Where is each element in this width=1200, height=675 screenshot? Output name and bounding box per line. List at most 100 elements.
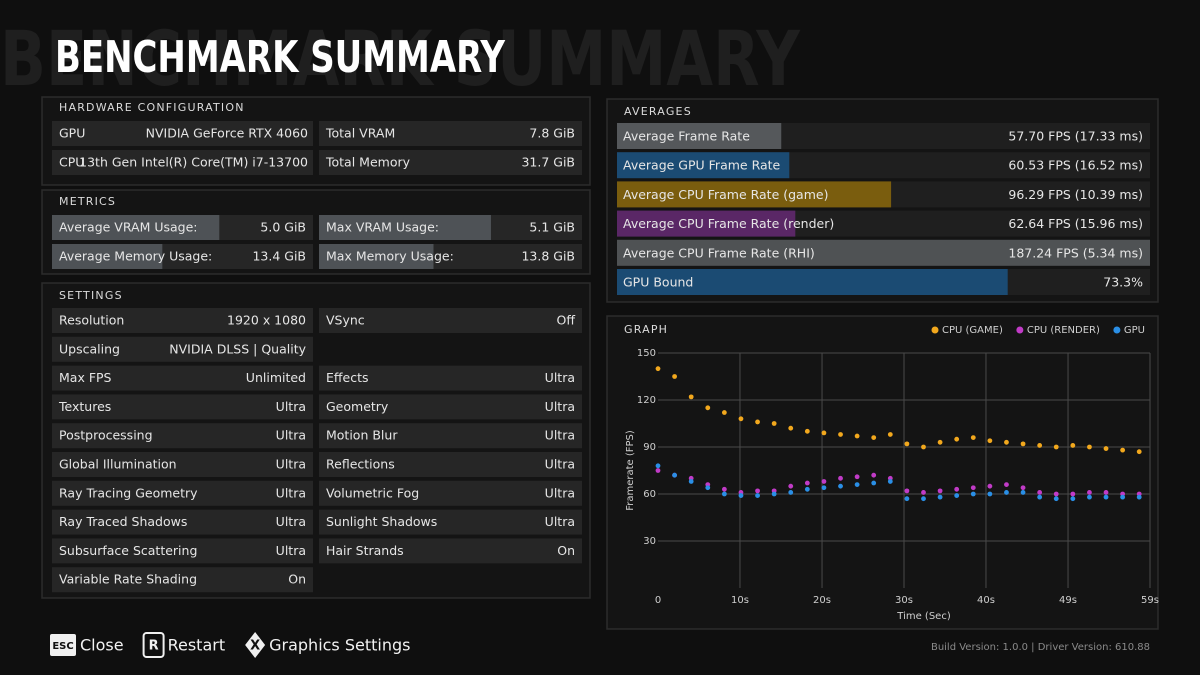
data-point bbox=[655, 468, 661, 473]
data-point bbox=[738, 493, 744, 498]
data-point bbox=[821, 485, 827, 491]
data-point bbox=[804, 480, 810, 486]
hardware-value: 13th Gen Intel(R) Core(TM) i7-13700 bbox=[79, 155, 308, 170]
average-name: GPU Bound bbox=[623, 275, 693, 290]
action-button[interactable]: Graphics Settings bbox=[269, 636, 410, 655]
setting-name: Motion Blur bbox=[326, 428, 398, 443]
data-point bbox=[1136, 494, 1142, 500]
data-point bbox=[1037, 490, 1043, 495]
average-bar bbox=[617, 210, 796, 237]
data-point bbox=[1053, 491, 1059, 497]
setting-name: Reflections bbox=[326, 457, 395, 472]
data-point bbox=[887, 432, 893, 437]
action-button[interactable]: Close bbox=[80, 636, 124, 655]
x-tick-label: 49s bbox=[1059, 595, 1077, 606]
setting-value: On bbox=[288, 572, 306, 587]
legend-label: CPU (RENDER) bbox=[1027, 325, 1100, 336]
data-point bbox=[1120, 447, 1126, 453]
legend-marker bbox=[1016, 326, 1024, 334]
setting-name: Effects bbox=[326, 370, 369, 385]
data-point bbox=[937, 439, 943, 445]
average-bar bbox=[617, 123, 782, 149]
data-point bbox=[1103, 494, 1109, 500]
key-label: ESC bbox=[52, 641, 73, 652]
metric-bar bbox=[319, 244, 434, 269]
legend-marker bbox=[1113, 326, 1121, 334]
setting-name: Geometry bbox=[326, 399, 389, 414]
setting-cell bbox=[52, 365, 313, 391]
key-label: X bbox=[250, 639, 260, 654]
data-point bbox=[1087, 494, 1092, 500]
data-point bbox=[1037, 494, 1043, 500]
data-point bbox=[1020, 485, 1026, 491]
x-tick-label: 30s bbox=[895, 595, 913, 606]
setting-name: Volumetric Fog bbox=[326, 485, 419, 500]
setting-cell bbox=[319, 394, 582, 420]
data-point bbox=[937, 488, 943, 494]
setting-value: Unlimited bbox=[246, 370, 306, 385]
data-point bbox=[904, 441, 910, 447]
setting-cell bbox=[319, 509, 582, 535]
data-point bbox=[838, 483, 843, 489]
setting-value: Ultra bbox=[276, 399, 306, 414]
data-point bbox=[672, 472, 677, 478]
setting-cell bbox=[319, 480, 582, 506]
average-value: 187.24 FPS (5.34 ms) bbox=[1008, 245, 1143, 260]
metric-value: 5.0 GiB bbox=[260, 220, 306, 235]
data-point bbox=[1103, 490, 1109, 495]
data-point bbox=[854, 474, 860, 480]
setting-name: Ray Tracing Geometry bbox=[59, 485, 198, 500]
hardware-cell bbox=[319, 150, 582, 175]
data-point bbox=[672, 374, 677, 379]
setting-value: Ultra bbox=[276, 543, 306, 558]
metric-bar bbox=[319, 215, 491, 240]
data-point bbox=[904, 488, 910, 494]
x-axis-label: Time (Sec) bbox=[896, 611, 951, 622]
metric-value: 13.8 GiB bbox=[521, 249, 575, 264]
data-point bbox=[1120, 494, 1126, 500]
setting-name: Resolution bbox=[59, 313, 124, 328]
data-point bbox=[821, 479, 827, 484]
data-point bbox=[755, 419, 760, 425]
hardware-label: GPU bbox=[59, 126, 85, 141]
data-point bbox=[1053, 496, 1059, 502]
setting-cell bbox=[52, 452, 313, 477]
setting-value: Ultra bbox=[276, 428, 306, 443]
data-point bbox=[1053, 444, 1059, 450]
metric-name: Max VRAM Usage: bbox=[326, 220, 439, 235]
setting-value: 1920 x 1080 bbox=[227, 313, 306, 328]
y-tick-label: 60 bbox=[643, 489, 656, 500]
hardware-value: 31.7 GiB bbox=[521, 155, 575, 170]
setting-value: Ultra bbox=[545, 514, 575, 529]
y-tick-label: 90 bbox=[643, 442, 656, 453]
data-point bbox=[1070, 443, 1076, 448]
action-button[interactable]: Restart bbox=[168, 636, 226, 655]
x-tick-label: 40s bbox=[977, 595, 995, 606]
average-bar bbox=[617, 269, 1008, 295]
data-point bbox=[854, 433, 860, 439]
hardware-value: NVIDIA GeForce RTX 4060 bbox=[146, 126, 308, 141]
data-point bbox=[921, 496, 926, 502]
setting-value: Ultra bbox=[545, 370, 575, 385]
y-tick-label: 30 bbox=[643, 536, 656, 547]
data-point bbox=[755, 488, 760, 494]
setting-cell bbox=[52, 538, 313, 564]
data-point bbox=[871, 480, 877, 486]
data-point bbox=[921, 490, 926, 495]
metric-name: Max Memory Usage: bbox=[326, 249, 454, 264]
average-value: 57.70 FPS (17.33 ms) bbox=[1008, 129, 1143, 144]
key-label: R bbox=[149, 639, 159, 654]
setting-value: On bbox=[557, 543, 575, 558]
hardware-cell bbox=[52, 150, 313, 175]
data-point bbox=[1004, 482, 1009, 487]
data-point bbox=[987, 491, 993, 497]
data-point bbox=[871, 435, 877, 440]
metric-name: Average VRAM Usage: bbox=[59, 220, 198, 235]
setting-value: Ultra bbox=[545, 399, 575, 414]
metric-bar bbox=[52, 215, 220, 240]
setting-value: Ultra bbox=[276, 514, 306, 529]
setting-cell bbox=[52, 394, 313, 420]
metric-name: Average Memory Usage: bbox=[59, 249, 212, 264]
data-point bbox=[788, 425, 794, 431]
data-point bbox=[887, 479, 893, 484]
